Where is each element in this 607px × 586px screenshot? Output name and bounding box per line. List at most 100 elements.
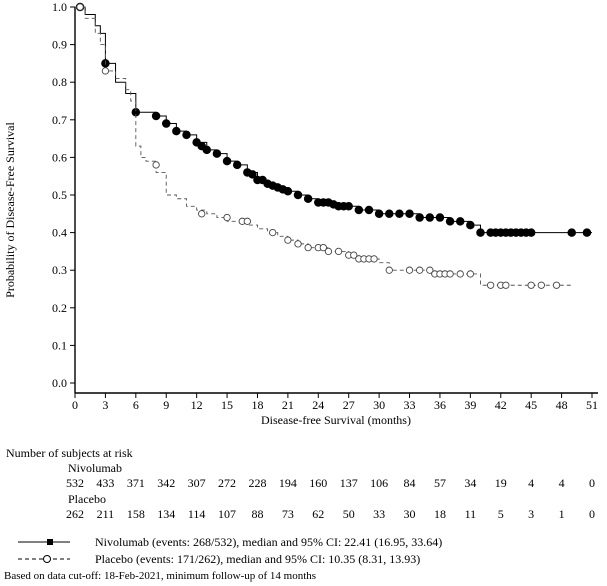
censor-mark-placebo	[456, 270, 464, 278]
series-line-nivolumab	[75, 6, 592, 234]
y-tick-label: 0.8	[52, 75, 67, 89]
risk-group-label-nivolumab: Nivolumab	[68, 461, 122, 475]
risk-count: 0	[589, 507, 595, 521]
risk-count: 33	[373, 507, 386, 521]
x-tick-label: 45	[525, 398, 537, 412]
censor-mark-placebo	[446, 270, 454, 278]
x-ticks: 0 3 6 9 12 15 18 21 24 27 30 33 36 39 42 45 48 51	[72, 393, 598, 412]
risk-count: 228	[248, 476, 267, 490]
censor-mark-nivolumab	[344, 202, 353, 211]
censor-mark-placebo	[284, 236, 292, 244]
censor-mark-placebo	[223, 213, 231, 222]
legend-swatch-dashed	[18, 555, 70, 563]
risk-count: 62	[312, 507, 325, 521]
risk-count: 0	[589, 476, 595, 490]
risk-count: 307	[187, 476, 206, 490]
y-tick-label: 0.4	[52, 226, 67, 240]
risk-count: 88	[251, 507, 264, 521]
censor-mark-nivolumab	[212, 149, 222, 158]
footnote: Based on data cut-off: 18-Feb-2021, mini…	[4, 570, 317, 582]
risk-count: 4	[528, 476, 535, 490]
risk-count: 50	[342, 507, 355, 521]
censor-mark-nivolumab	[151, 111, 161, 121]
series-line-placebo	[75, 6, 572, 286]
y-tick-label: 0.1	[52, 338, 67, 352]
censor-mark-placebo	[294, 240, 302, 248]
censor-mark-placebo	[370, 255, 378, 263]
x-tick-label: 3	[102, 398, 108, 412]
legend-entry-placebo: Placebo (events: 171/262), median and 95…	[0, 552, 607, 566]
risk-count: 73	[281, 507, 294, 521]
x-tick-label: 33	[404, 398, 416, 412]
risk-count: 18	[433, 507, 446, 521]
y-tick-label: 0.9	[52, 38, 67, 52]
censor-mark-nivolumab	[374, 209, 384, 219]
risk-count: 137	[339, 476, 358, 490]
risk-count: 57	[433, 476, 446, 490]
risk-count: 34	[464, 476, 477, 490]
censor-mark-nivolumab	[283, 186, 293, 196]
risk-count: 30	[403, 507, 416, 521]
risk-count: 158	[126, 507, 145, 521]
risk-row-nivolumab: 532 433 371 342 307 272 228 194 160 137 106 84 57 34 1…	[0, 476, 607, 490]
censor-mark-placebo	[152, 161, 160, 169]
x-tick-label: 48	[556, 398, 568, 412]
censor-mark-placebo	[319, 243, 328, 252]
y-tick-label: 0.7	[52, 113, 67, 127]
censor-mark-placebo	[350, 251, 358, 259]
x-tick-label: 9	[163, 398, 169, 412]
y-ticks: 0.0 0.1 0.2 0.3 0.4 0.5 0.6 0.7 0.8 0.9 1.0	[52, 0, 75, 390]
censor-mark-placebo	[269, 228, 277, 237]
censor-mark-nivolumab	[182, 130, 191, 140]
censor-mark-nivolumab	[248, 170, 257, 179]
legend-text-placebo: Placebo (events: 171/262), median and 95…	[95, 552, 421, 566]
x-tick-label: 15	[221, 398, 233, 412]
x-tick-label: 36	[434, 398, 446, 412]
x-tick-label: 12	[191, 398, 203, 412]
risk-count: 342	[157, 476, 176, 490]
censor-mark-nivolumab	[385, 209, 394, 219]
risk-count: 84	[403, 476, 416, 490]
y-axis-label: Probability of Disease-Free Survival	[3, 122, 17, 298]
risk-count: 211	[96, 507, 115, 521]
y-tick-label: 0.3	[52, 263, 67, 277]
censor-mark-placebo	[334, 247, 343, 256]
x-tick-label: 42	[495, 398, 507, 412]
legend-entry-nivolumab: Nivolumab (events: 268/532), median and …	[0, 535, 607, 549]
censor-mark-placebo	[324, 247, 333, 256]
censor-mark-placebo	[537, 281, 545, 289]
censor-mark-placebo	[304, 243, 312, 252]
censor-mark-placebo	[426, 266, 434, 274]
y-tick-label: 1.0	[52, 0, 67, 14]
censor-mark-nivolumab	[445, 217, 455, 226]
censor-mark-placebo	[243, 217, 251, 225]
y-tick-label: 0.0	[52, 376, 67, 390]
censor-mark-placebo	[502, 281, 510, 289]
risk-count: 134	[157, 507, 176, 521]
risk-count: 114	[187, 507, 206, 521]
censor-mark-nivolumab	[172, 126, 181, 136]
risk-count: 107	[218, 507, 237, 521]
survival-curves	[75, 2, 592, 289]
censor-mark-nivolumab	[303, 194, 313, 204]
risk-count: 106	[370, 476, 389, 490]
y-tick-label: 0.2	[52, 301, 67, 315]
risk-count: 532	[66, 476, 84, 490]
censor-mark-placebo	[552, 281, 561, 289]
censor-mark-placebo	[416, 266, 424, 274]
risk-count: 272	[218, 476, 237, 490]
censor-mark-placebo	[76, 3, 84, 11]
censor-mark-nivolumab	[222, 156, 232, 166]
censor-mark-placebo	[405, 266, 414, 274]
censor-mark-nivolumab	[582, 228, 592, 237]
x-tick-label: 39	[464, 398, 476, 412]
risk-group-label-placebo: Placebo	[68, 492, 106, 506]
censor-mark-placebo	[101, 67, 110, 75]
risk-row-placebo: 262 211 158 134 114 107 88 73 62 50 33 30 18 11 5 3 1 0	[0, 507, 607, 521]
y-tick-label: 0.6	[52, 150, 67, 164]
censor-mark-placebo	[486, 281, 495, 289]
risk-count: 262	[66, 507, 84, 521]
risk-count: 160	[309, 476, 328, 490]
censor-mark-nivolumab	[435, 213, 445, 222]
censor-mark-nivolumab	[405, 209, 414, 219]
